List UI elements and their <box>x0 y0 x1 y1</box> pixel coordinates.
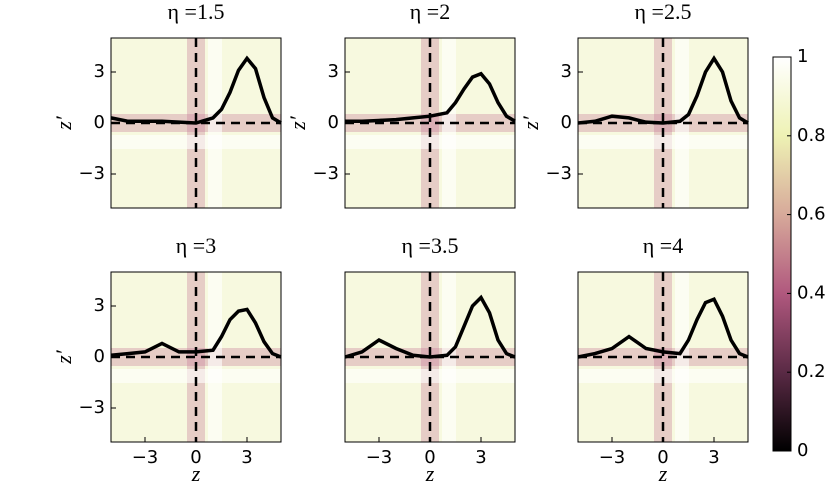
heatmap-band <box>421 38 439 208</box>
panel-title: η =1.5 <box>168 0 225 24</box>
y-tick-label: −3 <box>78 397 105 418</box>
heatmap <box>111 272 281 442</box>
y-tick-label: −3 <box>312 163 339 184</box>
colorbar-tick-label: 1 <box>797 46 808 67</box>
curve <box>344 294 516 359</box>
y-tick-label: −3 <box>545 163 572 184</box>
colorbar-tick-label: 0.2 <box>797 361 826 382</box>
y-tick-label: 3 <box>561 61 572 82</box>
colorbar-tick-label: 0.6 <box>797 204 826 225</box>
heatmap-band <box>208 38 222 208</box>
heatmap <box>345 38 515 208</box>
panel-title: η =4 <box>643 233 683 258</box>
curve <box>110 307 282 359</box>
heatmap-band <box>578 348 748 366</box>
x-axis-label: z <box>425 461 435 486</box>
y-axis-label: z′ <box>51 349 76 365</box>
x-tick-label: −3 <box>366 447 393 468</box>
colorbar-tick-label: 0.8 <box>797 125 826 146</box>
x-tick-label: 3 <box>475 447 486 468</box>
heatmap-band <box>111 369 281 383</box>
x-axis-label: z <box>658 461 668 486</box>
heatmap <box>578 272 748 442</box>
x-tick-label: −3 <box>599 447 626 468</box>
heatmap-band <box>208 272 222 442</box>
heatmap-band <box>654 272 672 442</box>
colorbar <box>772 56 792 452</box>
y-tick-label: 3 <box>328 61 339 82</box>
colorbar-tick-label: 0.4 <box>797 282 826 303</box>
y-axis-label: z′ <box>518 115 543 131</box>
panel-title: η =3.5 <box>402 233 459 258</box>
y-tick-label: 0 <box>328 112 339 133</box>
heatmap-band <box>187 272 205 442</box>
y-tick-label: 3 <box>94 61 105 82</box>
heatmap-band <box>578 135 748 149</box>
x-tick-label: −3 <box>132 447 159 468</box>
x-axis-label: z <box>191 461 201 486</box>
x-tick-label: 0 <box>424 447 435 468</box>
y-tick-label: 0 <box>94 112 105 133</box>
x-tick-label: 3 <box>241 447 252 468</box>
panel-title: η =2.5 <box>635 0 692 24</box>
heatmap-band <box>442 38 456 208</box>
curve <box>577 55 749 125</box>
heatmap-band <box>675 38 689 208</box>
colorbar-tick-label: 0 <box>797 440 808 461</box>
heatmap-band <box>111 348 281 366</box>
heatmap-band <box>578 369 748 383</box>
curve <box>345 71 516 124</box>
x-tick-label: 0 <box>657 447 668 468</box>
y-tick-label: −3 <box>78 163 105 184</box>
x-tick-label: 0 <box>190 447 201 468</box>
heatmap-band <box>345 135 515 149</box>
curve <box>577 296 749 359</box>
y-axis-label: z′ <box>51 115 76 131</box>
x-tick-label: 3 <box>708 447 719 468</box>
heatmap-band <box>111 135 281 149</box>
y-tick-label: 0 <box>561 112 572 133</box>
panel-title: η =2 <box>410 0 450 24</box>
y-axis-label: z′ <box>285 115 310 131</box>
panel-title: η =3 <box>176 233 216 258</box>
heatmap-band <box>442 272 456 442</box>
heatmap-band <box>345 369 515 383</box>
y-tick-label: 0 <box>94 346 105 367</box>
y-tick-label: 3 <box>94 295 105 316</box>
heatmap-band <box>675 272 689 442</box>
curve <box>110 55 282 125</box>
